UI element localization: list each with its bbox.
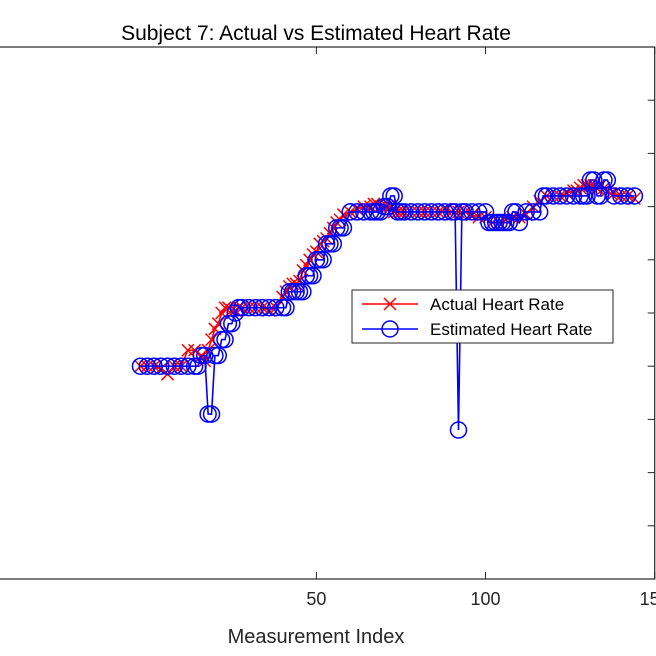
legend-label-estimated: Estimated Heart Rate <box>430 320 593 339</box>
data-point-circle <box>500 213 518 232</box>
data-point-circle <box>429 203 447 221</box>
data-point-circle <box>564 187 583 205</box>
data-point-circle <box>138 357 156 375</box>
series-layer <box>131 171 644 439</box>
data-point-circle <box>233 298 251 317</box>
data-point-circle <box>239 298 258 317</box>
data-point-circle <box>402 203 420 221</box>
data-point-x <box>181 343 195 357</box>
data-point-circle <box>557 187 576 205</box>
data-point-circle <box>446 203 464 221</box>
x-axis-label: Measurement Index <box>228 626 405 648</box>
legend-marker-estimated <box>381 320 399 338</box>
data-point-circle <box>253 298 272 317</box>
legend-label-actual: Actual Heart Rate <box>430 295 564 314</box>
data-point-circle <box>612 187 630 205</box>
data-point-circle <box>524 203 542 221</box>
legend-marker-actual <box>383 297 397 311</box>
data-point-circle <box>267 298 285 317</box>
data-point-circle <box>145 357 163 375</box>
data-point-x <box>218 301 232 315</box>
data-point-circle <box>415 203 434 221</box>
data-point-circle <box>179 357 197 375</box>
data-point-circle <box>422 203 441 221</box>
data-point-circle <box>449 421 468 439</box>
data-point-circle <box>517 203 535 221</box>
x-tick-label: 50 <box>306 589 326 609</box>
data-point-circle <box>605 187 623 205</box>
data-point-circle <box>395 203 414 221</box>
data-point-circle <box>348 203 366 221</box>
data-point-circle <box>537 187 556 205</box>
data-point-circle <box>409 203 427 221</box>
data-point-circle <box>551 187 569 205</box>
data-point-circle <box>510 213 529 232</box>
data-point-circle <box>202 405 221 423</box>
data-point-circle <box>223 314 241 333</box>
data-point-circle <box>456 203 474 221</box>
data-point-circle <box>507 203 525 221</box>
data-point-circle <box>598 171 617 189</box>
data-point-circle <box>246 298 265 317</box>
data-point-circle <box>196 346 214 365</box>
data-point-circle <box>618 187 637 205</box>
data-point-circle <box>470 203 488 221</box>
x-tick-label: 100 <box>471 589 501 609</box>
data-point-circle <box>436 203 454 221</box>
chart-title: Subject 7: Actual vs Estimated Heart Rat… <box>121 22 511 45</box>
data-point-circle <box>544 187 562 205</box>
legend: Actual Heart Rate Estimated Heart Rate <box>351 289 614 344</box>
data-point-circle <box>341 203 359 221</box>
data-point-circle <box>131 357 150 375</box>
data-point-circle <box>334 219 353 237</box>
data-point-circle <box>158 357 177 375</box>
data-point-circle <box>165 357 184 375</box>
data-point-circle <box>625 187 644 205</box>
data-point-circle <box>355 203 373 221</box>
x-tick-label: 150 <box>640 589 656 609</box>
data-point-circle <box>476 203 495 221</box>
x-ticks <box>315 47 656 579</box>
data-point-circle <box>152 357 170 375</box>
y-ticks <box>647 99 655 527</box>
series-estimated <box>131 171 644 439</box>
x-tick-labels: 50 100 150 <box>306 589 656 609</box>
data-point-circle <box>172 357 190 375</box>
data-point-circle <box>189 357 207 375</box>
data-point-circle <box>463 203 481 221</box>
data-point-circle <box>260 298 278 317</box>
